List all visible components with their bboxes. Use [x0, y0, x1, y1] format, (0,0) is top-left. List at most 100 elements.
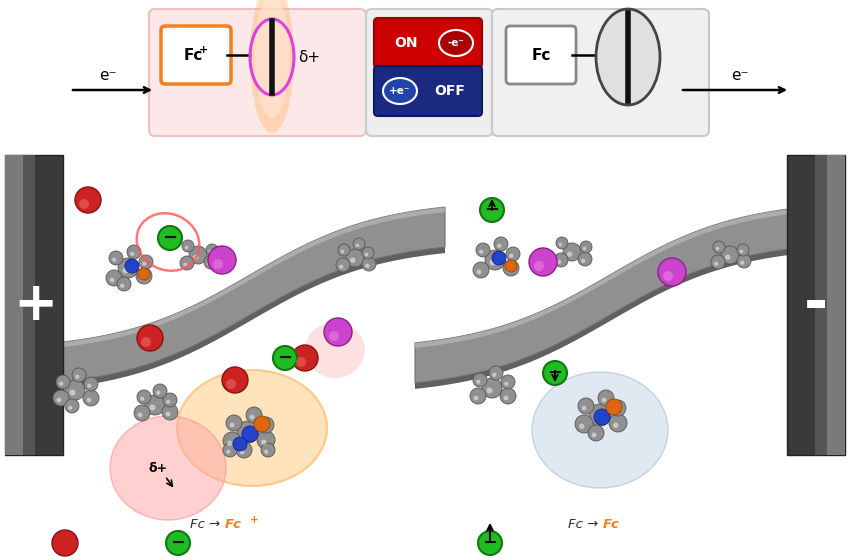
Circle shape — [737, 244, 749, 256]
Circle shape — [740, 250, 743, 253]
Circle shape — [477, 269, 481, 274]
Circle shape — [88, 384, 91, 388]
Circle shape — [150, 404, 156, 410]
Circle shape — [141, 337, 151, 347]
Circle shape — [558, 242, 563, 246]
Circle shape — [233, 437, 247, 451]
Circle shape — [613, 423, 619, 428]
Ellipse shape — [110, 416, 226, 520]
Circle shape — [581, 405, 586, 410]
Polygon shape — [415, 209, 788, 348]
Text: +: + — [14, 279, 58, 331]
Text: δ+: δ+ — [298, 49, 320, 64]
Circle shape — [189, 246, 207, 264]
Circle shape — [75, 187, 101, 213]
FancyBboxPatch shape — [492, 9, 709, 136]
Circle shape — [350, 258, 355, 263]
Circle shape — [52, 530, 78, 556]
Ellipse shape — [252, 0, 292, 125]
Text: −: − — [277, 349, 292, 367]
Circle shape — [476, 380, 480, 384]
Circle shape — [609, 414, 627, 432]
Circle shape — [594, 414, 601, 421]
Circle shape — [575, 415, 593, 433]
Text: +: + — [250, 515, 258, 525]
Text: −: − — [162, 229, 178, 247]
Circle shape — [250, 414, 254, 419]
Circle shape — [139, 276, 144, 281]
Circle shape — [567, 251, 572, 257]
Circle shape — [227, 441, 232, 446]
Circle shape — [713, 241, 725, 253]
Circle shape — [183, 263, 187, 267]
Text: −: − — [483, 534, 497, 552]
Circle shape — [65, 399, 79, 413]
Circle shape — [610, 400, 626, 416]
Text: −: − — [484, 201, 500, 219]
Circle shape — [504, 382, 508, 386]
Circle shape — [583, 247, 586, 250]
Circle shape — [138, 268, 150, 280]
Circle shape — [663, 271, 673, 281]
Circle shape — [711, 255, 725, 269]
Circle shape — [87, 398, 92, 403]
Circle shape — [296, 357, 306, 367]
Circle shape — [509, 254, 513, 258]
Circle shape — [242, 431, 248, 438]
Circle shape — [578, 252, 592, 266]
Circle shape — [242, 426, 258, 442]
Text: e⁻: e⁻ — [731, 68, 749, 83]
Circle shape — [478, 531, 502, 555]
Text: +e⁻: +e⁻ — [389, 86, 411, 96]
Circle shape — [480, 198, 504, 222]
Circle shape — [476, 243, 490, 257]
Text: −: − — [547, 364, 563, 382]
Ellipse shape — [250, 0, 294, 133]
Circle shape — [137, 325, 163, 351]
Circle shape — [56, 375, 70, 389]
Circle shape — [118, 258, 138, 278]
Circle shape — [139, 255, 153, 269]
Circle shape — [134, 405, 150, 421]
Circle shape — [479, 250, 484, 254]
Polygon shape — [5, 155, 23, 455]
Circle shape — [237, 421, 259, 443]
Polygon shape — [5, 155, 63, 455]
Circle shape — [556, 237, 568, 249]
Circle shape — [507, 268, 512, 272]
Text: OFF: OFF — [434, 84, 466, 98]
Text: Fc →: Fc → — [569, 519, 603, 531]
Circle shape — [362, 257, 376, 271]
Circle shape — [72, 368, 86, 382]
Circle shape — [70, 390, 76, 395]
Circle shape — [204, 255, 218, 269]
Circle shape — [127, 245, 141, 259]
Circle shape — [110, 278, 115, 282]
Text: Fc: Fc — [531, 48, 551, 63]
Circle shape — [594, 409, 610, 425]
Ellipse shape — [439, 30, 473, 56]
Circle shape — [246, 407, 262, 423]
Text: Fc: Fc — [184, 48, 202, 63]
Circle shape — [592, 432, 597, 437]
Polygon shape — [62, 207, 445, 382]
Circle shape — [341, 250, 344, 253]
Circle shape — [138, 413, 143, 417]
FancyBboxPatch shape — [149, 9, 366, 136]
Circle shape — [184, 246, 189, 249]
Circle shape — [346, 249, 364, 267]
Circle shape — [162, 404, 178, 420]
Circle shape — [492, 372, 496, 377]
Polygon shape — [415, 209, 788, 383]
Circle shape — [725, 255, 730, 260]
Circle shape — [578, 398, 594, 414]
Circle shape — [117, 277, 131, 291]
Text: -: - — [804, 277, 828, 334]
Circle shape — [84, 377, 98, 391]
Circle shape — [602, 398, 606, 403]
Polygon shape — [23, 155, 35, 455]
Circle shape — [166, 531, 190, 555]
Circle shape — [366, 264, 370, 268]
Circle shape — [355, 244, 360, 248]
Circle shape — [213, 259, 223, 269]
